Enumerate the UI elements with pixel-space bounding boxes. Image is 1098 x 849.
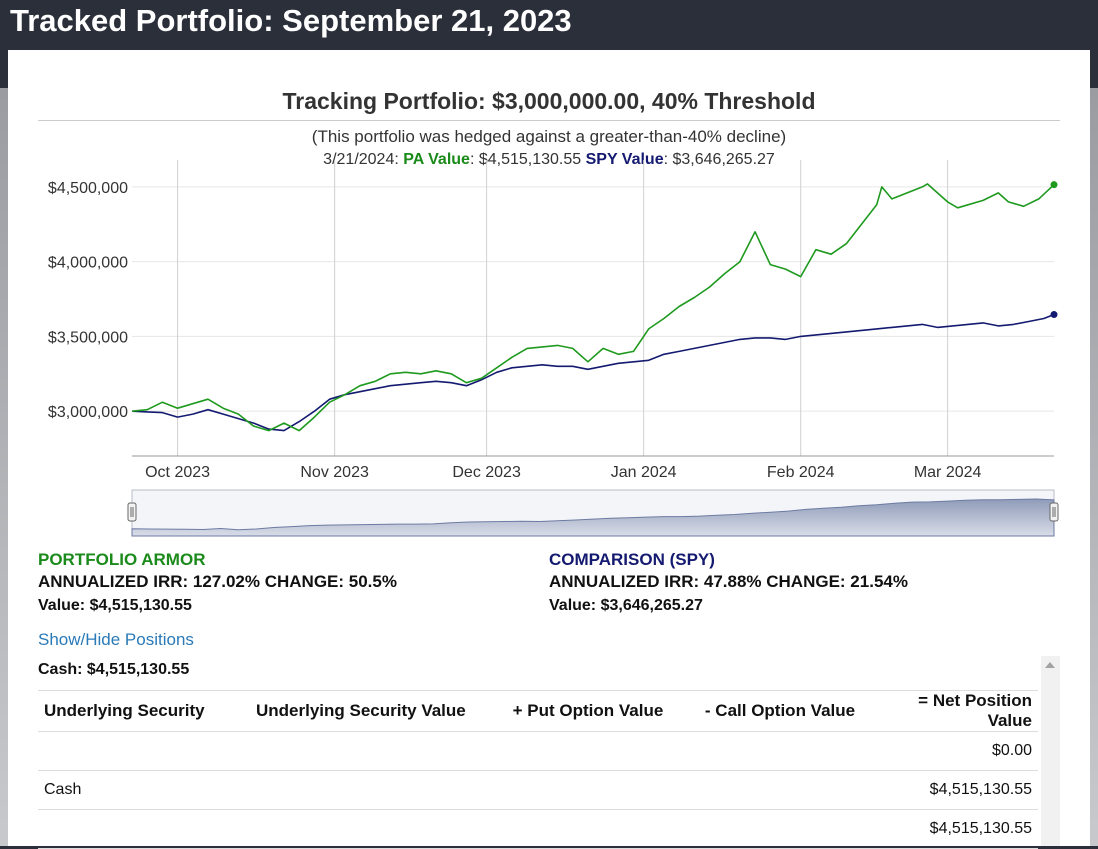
row-net-value: $0.00: [876, 731, 1038, 771]
navigator-left-handle[interactable]: [127, 502, 137, 522]
x-tick-label: Mar 2024: [914, 464, 982, 481]
left-gutter: [0, 88, 8, 846]
navigator-right-handle[interactable]: [1049, 502, 1059, 522]
hover-pa-value: : $4,515,130.55: [469, 151, 582, 168]
page-title: Tracked Portfolio: September 21, 2023: [10, 3, 572, 38]
series-layer: [131, 181, 1058, 432]
col-underlying-security[interactable]: Underlying Security: [38, 690, 250, 732]
range-navigator: [127, 489, 1059, 537]
pa-last-point: [1050, 181, 1058, 189]
table-header-row: Underlying Security Underlying Security …: [38, 690, 1038, 732]
y-tick-label: $3,500,000: [48, 329, 128, 346]
spy-stats: COMPARISON (SPY) ANNUALIZED IRR: 47.88% …: [549, 550, 908, 615]
x-axis-ticks: Oct 2023 Nov 2023 Dec 2023 Jan 2024 Feb 2024…: [145, 464, 981, 481]
right-gutter: [1090, 88, 1098, 846]
table-row: Cash $4,515,130.55: [38, 770, 1038, 810]
pa-stats: PORTFOLIO ARMOR ANNUALIZED IRR: 127.02% …: [38, 550, 397, 615]
cash-summary: Cash: $4,515,130.55: [38, 661, 190, 678]
row-security: [38, 731, 250, 771]
table-row: $0.00: [38, 731, 1038, 771]
hover-pa-label: PA Value: [403, 151, 470, 168]
x-tick-label: Dec 2023: [452, 464, 521, 481]
navigator-area: [131, 498, 1055, 537]
spy-stats-heading: COMPARISON (SPY): [549, 550, 715, 569]
content-panel: Tracking Portfolio: $3,000,000.00, 40% T…: [8, 50, 1090, 849]
y-tick-label: $3,000,000: [48, 404, 128, 421]
scroll-up-arrow-icon[interactable]: [1045, 662, 1055, 668]
y-axis-ticks: $3,000,000 $3,500,000 $4,000,000 $4,500,000: [48, 180, 128, 421]
show-hide-positions-link[interactable]: Show/Hide Positions: [38, 630, 194, 649]
positions-table-wrapper: Underlying Security Underlying Security …: [38, 690, 1038, 849]
chart-title: Tracking Portfolio: $3,000,000.00, 40% T…: [282, 88, 816, 114]
row-security: [38, 809, 250, 849]
pa-stats-heading: PORTFOLIO ARMOR: [38, 550, 206, 569]
hover-spy-value: : $3,646,265.27: [663, 151, 775, 168]
row-net-value: $4,515,130.55: [876, 770, 1038, 810]
y-tick-label: $4,000,000: [48, 255, 128, 272]
chart-subtitle: (This portfolio was hedged against a gre…: [311, 127, 787, 146]
pa-irr-change: ANNUALIZED IRR: 127.02% CHANGE: 50.5%: [38, 572, 397, 591]
line-chart[interactable]: $3,000,000 $3,500,000 $4,000,000 $4,500,000…: [8, 50, 1090, 546]
row-net-value: $4,515,130.55: [876, 809, 1038, 849]
hover-readout: 3/21/2024: PA Value: $4,515,130.55 SPY V…: [38, 151, 1060, 169]
x-tick-label: Feb 2024: [767, 464, 835, 481]
spy-last-point: [1050, 311, 1058, 319]
col-underlying-security-value[interactable]: Underlying Security Value: [250, 690, 492, 732]
col-call-option-value[interactable]: - Call Option Value: [684, 690, 876, 732]
table-row: $4,515,130.55: [38, 809, 1038, 849]
grid-layer: [132, 160, 1054, 457]
x-tick-label: Nov 2023: [300, 464, 369, 481]
row-security: Cash: [38, 770, 250, 810]
positions-table: Underlying Security Underlying Security …: [38, 690, 1038, 849]
spy-value: Value: $3,646,265.27: [549, 597, 703, 614]
top-bar: Tracked Portfolio: September 21, 2023: [0, 0, 1098, 52]
spy-irr-change: ANNUALIZED IRR: 47.88% CHANGE: 21.54%: [549, 572, 908, 591]
spy-value-series-line: [131, 313, 1055, 432]
pa-value: Value: $4,515,130.55: [38, 597, 192, 614]
x-tick-label: Jan 2024: [611, 464, 677, 481]
positions-scrollbar[interactable]: [1041, 656, 1060, 846]
col-put-option-value[interactable]: + Put Option Value: [492, 690, 684, 732]
hover-date: 3/21/2024:: [323, 151, 399, 168]
y-tick-label: $4,500,000: [48, 180, 128, 197]
title-divider: [38, 120, 1060, 121]
col-net-position-value[interactable]: = Net Position Value: [876, 690, 1038, 732]
x-tick-label: Oct 2023: [145, 464, 210, 481]
pa-value-series-line: [131, 183, 1055, 432]
